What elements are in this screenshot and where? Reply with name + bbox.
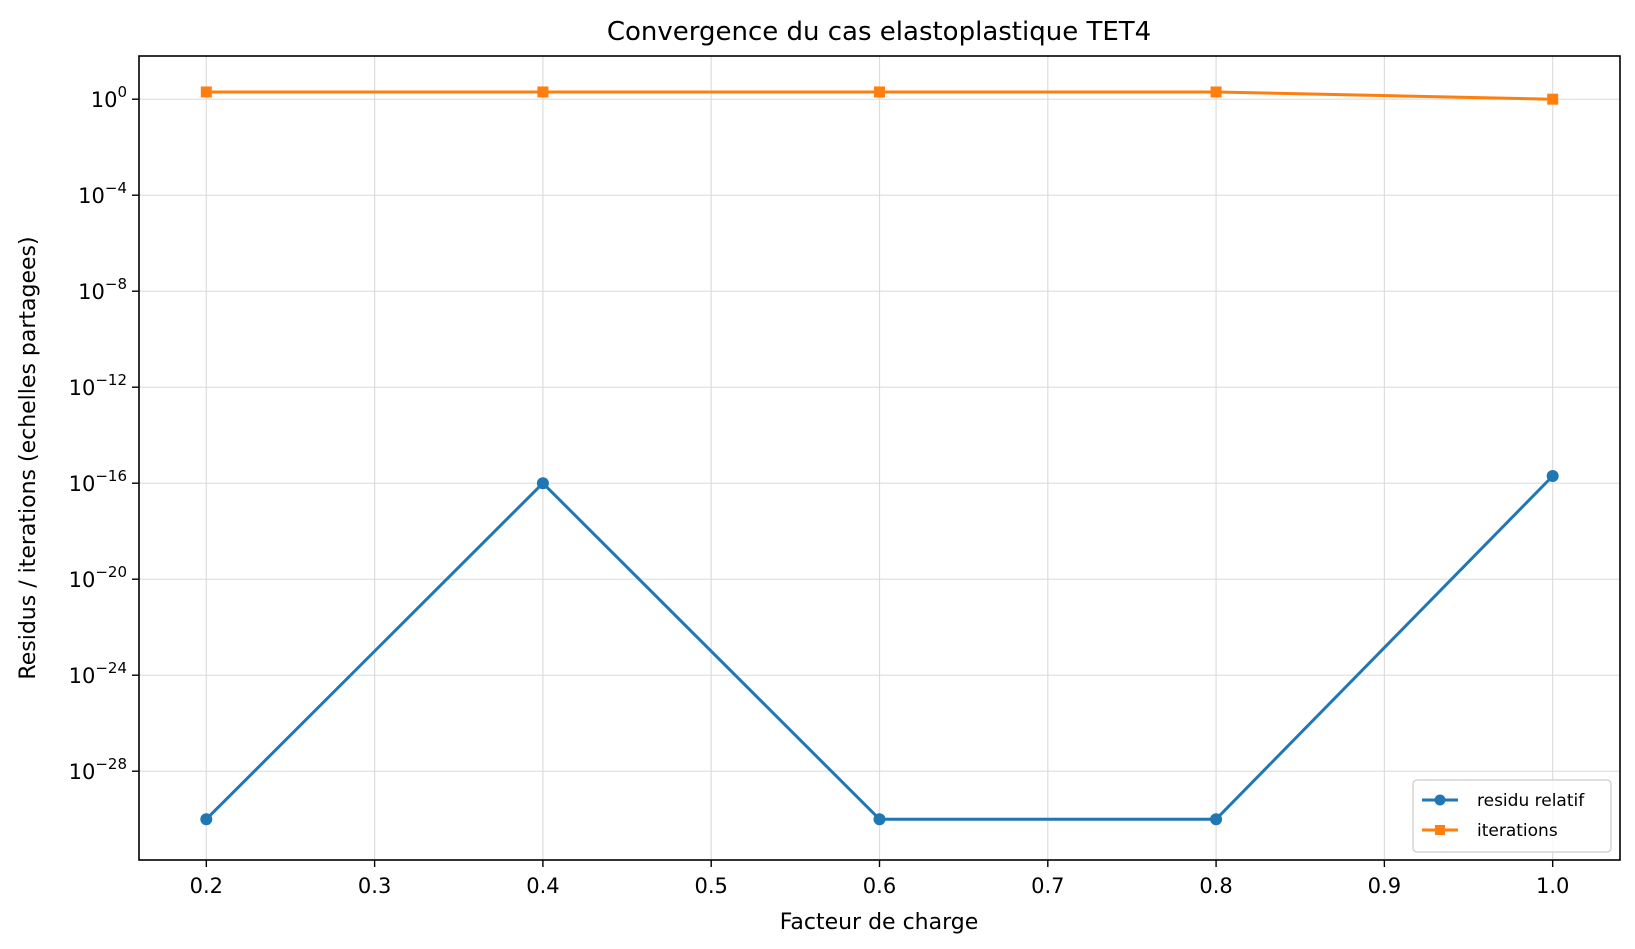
legend-box: [1412, 779, 1612, 853]
data-point-iterations: [200, 86, 212, 98]
data-point-residu: [873, 813, 886, 826]
y-tick-base: 10: [69, 664, 96, 688]
y-tick-exponent: −16: [95, 467, 127, 485]
y-tick-label: 10−24: [69, 659, 127, 688]
x-tick-label: 0.2: [190, 874, 223, 898]
x-tick-label: 0.9: [1368, 874, 1401, 898]
y-tick-exponent: −20: [95, 563, 127, 581]
series-layer: [200, 86, 1559, 826]
y-tick-exponent: 0: [117, 83, 127, 101]
y-tick-base: 10: [91, 88, 118, 112]
data-point-iterations: [1210, 86, 1222, 98]
chart-title: Convergence du cas elastoplastique TET4: [607, 17, 1151, 47]
y-tick-label: 10−4: [78, 179, 127, 208]
y-tick-label: 100: [91, 83, 127, 112]
y-tick-exponent: −8: [105, 275, 127, 293]
y-axis-title: Residus / iterations (echelles partagees…: [16, 236, 41, 679]
y-tick-label: 10−8: [78, 275, 127, 304]
y-tick-base: 10: [69, 472, 96, 496]
y-tick-exponent: −12: [95, 371, 127, 389]
y-tick-base: 10: [78, 184, 105, 208]
y-tick-exponent: −28: [95, 755, 127, 773]
data-point-residu: [1546, 469, 1559, 482]
y-tick-base: 10: [78, 280, 105, 304]
x-tick-label: 0.6: [863, 874, 896, 898]
legend-marker-residu: [1434, 794, 1446, 806]
y-tick-label: 10−28: [69, 755, 127, 784]
data-point-residu: [1210, 813, 1223, 826]
legend: residu relatif iterations: [1412, 779, 1612, 853]
y-tick-label: 10−20: [69, 563, 127, 592]
data-point-residu: [200, 813, 213, 826]
data-point-residu: [536, 477, 549, 490]
data-point-iterations: [1547, 93, 1559, 105]
x-tick-label: 0.8: [1199, 874, 1232, 898]
y-tick-label: 10−12: [69, 371, 127, 400]
y-tick-base: 10: [69, 760, 96, 784]
x-tick-label: 1.0: [1536, 874, 1569, 898]
x-tick-label: 0.7: [1031, 874, 1064, 898]
x-axis-title: Facteur de charge: [780, 910, 979, 935]
x-tick-label: 0.3: [358, 874, 391, 898]
x-tick-label: 0.4: [526, 874, 559, 898]
y-tick-base: 10: [69, 568, 96, 592]
data-point-iterations: [537, 86, 549, 98]
legend-label-iterations: iterations: [1477, 821, 1558, 841]
x-tick-label: 0.5: [695, 874, 728, 898]
y-tick-label: 10−16: [69, 467, 127, 496]
y-tick-base: 10: [69, 376, 96, 400]
y-tick-exponent: −4: [105, 179, 127, 197]
ticks: 0.2 0.3 0.4 0.5 0.6 0.7 0.8 0.9 1.010010−410−810…: [69, 83, 1570, 898]
legend-marker-iterations: [1435, 825, 1445, 835]
grid: [139, 56, 1620, 860]
data-point-iterations: [874, 86, 885, 98]
legend-label-residu: residu relatif: [1477, 791, 1585, 811]
y-tick-exponent: −24: [95, 659, 127, 677]
